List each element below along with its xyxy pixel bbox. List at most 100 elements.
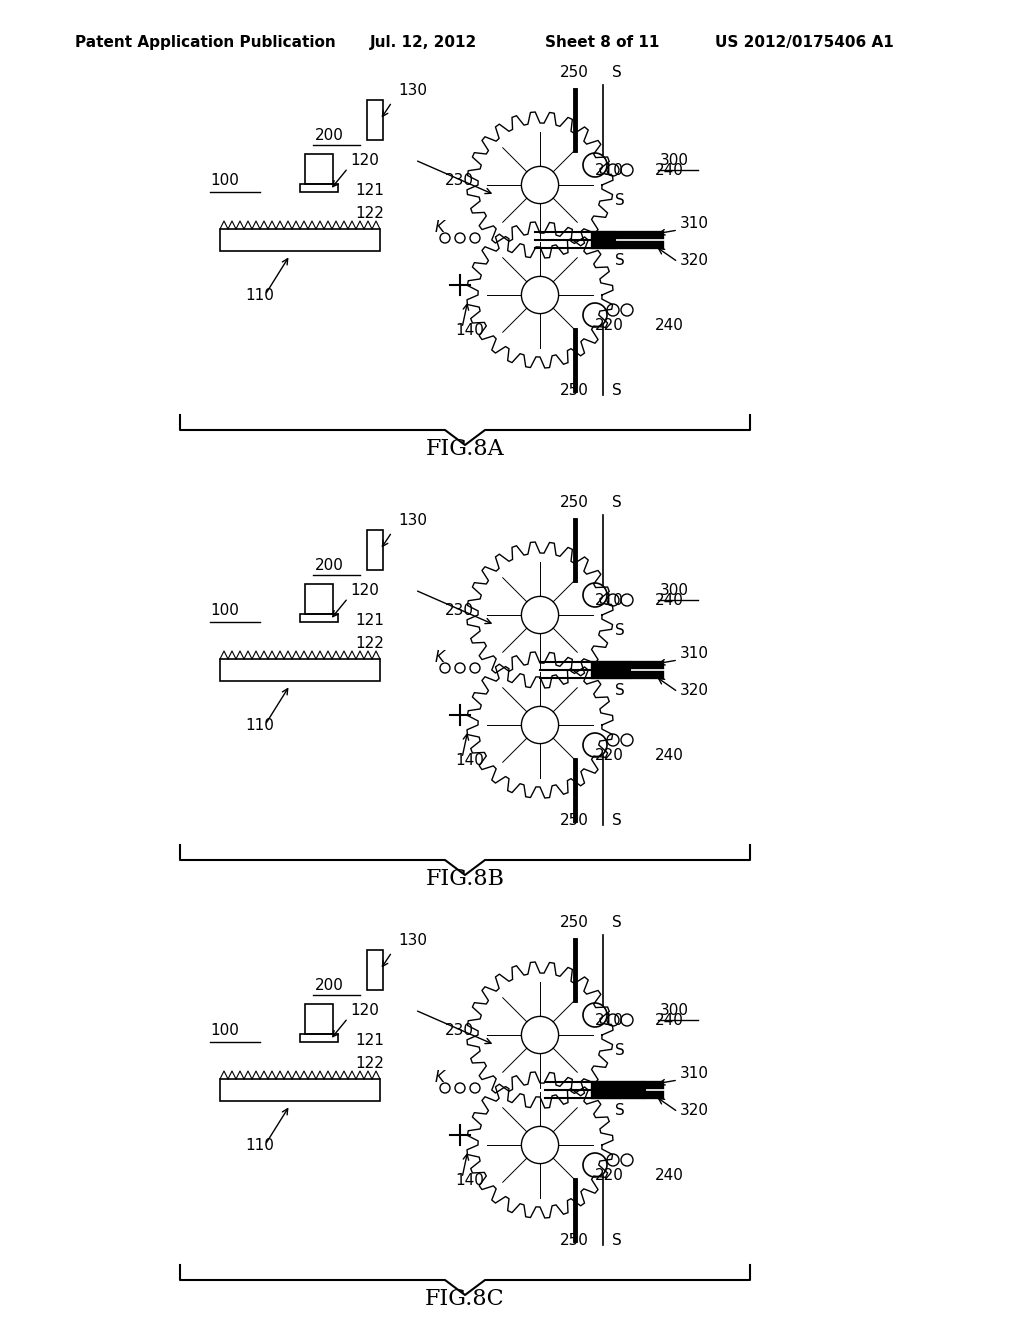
Circle shape bbox=[521, 276, 559, 314]
Circle shape bbox=[607, 1014, 618, 1026]
Text: 120: 120 bbox=[350, 1003, 379, 1018]
Text: 122: 122 bbox=[355, 206, 384, 220]
Text: 100: 100 bbox=[210, 1023, 239, 1038]
Bar bbox=[300, 1034, 338, 1041]
Text: 240: 240 bbox=[655, 1012, 684, 1028]
Circle shape bbox=[621, 1154, 633, 1166]
Circle shape bbox=[583, 1152, 607, 1177]
Text: 300: 300 bbox=[660, 1003, 689, 1018]
Text: FIG.8C: FIG.8C bbox=[425, 1288, 505, 1309]
Circle shape bbox=[583, 304, 607, 327]
Text: 140: 140 bbox=[455, 1173, 484, 1188]
Circle shape bbox=[583, 1003, 607, 1027]
Bar bbox=[305, 583, 333, 614]
Text: 100: 100 bbox=[210, 603, 239, 618]
Text: 300: 300 bbox=[660, 583, 689, 598]
Text: S: S bbox=[612, 1233, 622, 1247]
Circle shape bbox=[583, 583, 607, 607]
Text: 200: 200 bbox=[315, 128, 344, 143]
Circle shape bbox=[583, 733, 607, 756]
Text: 300: 300 bbox=[660, 153, 689, 168]
Text: 121: 121 bbox=[355, 612, 384, 628]
Text: S: S bbox=[612, 813, 622, 828]
Text: 210: 210 bbox=[595, 1012, 624, 1028]
Circle shape bbox=[621, 164, 633, 176]
Text: 140: 140 bbox=[455, 752, 484, 768]
Text: 120: 120 bbox=[350, 583, 379, 598]
Text: 210: 210 bbox=[595, 162, 624, 178]
Text: 120: 120 bbox=[350, 153, 379, 168]
Text: 320: 320 bbox=[680, 1104, 709, 1118]
Circle shape bbox=[621, 1014, 633, 1026]
Text: 220: 220 bbox=[595, 1168, 624, 1183]
Circle shape bbox=[470, 1082, 480, 1093]
Text: FIG.8A: FIG.8A bbox=[426, 438, 504, 459]
Text: 240: 240 bbox=[655, 318, 684, 333]
Text: S: S bbox=[615, 1104, 625, 1118]
Text: 250: 250 bbox=[560, 495, 589, 510]
Circle shape bbox=[455, 1082, 465, 1093]
Circle shape bbox=[521, 706, 559, 743]
Bar bbox=[305, 154, 333, 183]
Text: 210: 210 bbox=[595, 593, 624, 609]
Bar bbox=[305, 1005, 333, 1034]
Bar bbox=[220, 659, 380, 681]
Bar bbox=[220, 228, 380, 251]
Circle shape bbox=[583, 153, 607, 177]
Circle shape bbox=[621, 734, 633, 746]
Text: Patent Application Publication: Patent Application Publication bbox=[75, 36, 336, 50]
Text: 130: 130 bbox=[398, 933, 427, 948]
Text: 250: 250 bbox=[560, 1233, 589, 1247]
Text: 320: 320 bbox=[680, 253, 709, 268]
Text: 230: 230 bbox=[445, 603, 474, 618]
Bar bbox=[367, 950, 383, 990]
Text: S: S bbox=[612, 65, 622, 81]
Text: 110: 110 bbox=[245, 718, 273, 733]
Text: S: S bbox=[612, 383, 622, 399]
Text: 130: 130 bbox=[398, 513, 427, 528]
Circle shape bbox=[455, 234, 465, 243]
Circle shape bbox=[455, 663, 465, 673]
Circle shape bbox=[607, 734, 618, 746]
Circle shape bbox=[607, 1154, 618, 1166]
Text: 140: 140 bbox=[455, 323, 484, 338]
Text: 310: 310 bbox=[680, 216, 709, 231]
Text: K: K bbox=[435, 1071, 445, 1085]
Text: 250: 250 bbox=[560, 915, 589, 931]
Circle shape bbox=[440, 234, 450, 243]
Text: 240: 240 bbox=[655, 593, 684, 609]
Text: S: S bbox=[612, 915, 622, 931]
Text: S: S bbox=[612, 495, 622, 510]
Text: 240: 240 bbox=[655, 1168, 684, 1183]
Text: Jul. 12, 2012: Jul. 12, 2012 bbox=[370, 36, 477, 50]
Text: 200: 200 bbox=[315, 558, 344, 573]
Bar bbox=[300, 614, 338, 622]
Text: 240: 240 bbox=[655, 748, 684, 763]
Text: 250: 250 bbox=[560, 383, 589, 399]
Text: 110: 110 bbox=[245, 288, 273, 304]
Text: 240: 240 bbox=[655, 162, 684, 178]
Text: K: K bbox=[435, 649, 445, 665]
Text: Sheet 8 of 11: Sheet 8 of 11 bbox=[545, 36, 659, 50]
Text: 200: 200 bbox=[315, 978, 344, 993]
Text: S: S bbox=[615, 253, 625, 268]
Text: 121: 121 bbox=[355, 183, 384, 198]
Text: S: S bbox=[615, 193, 625, 209]
Circle shape bbox=[607, 164, 618, 176]
Text: 130: 130 bbox=[398, 83, 427, 98]
Bar bbox=[220, 1078, 380, 1101]
Circle shape bbox=[440, 1082, 450, 1093]
Text: 220: 220 bbox=[595, 318, 624, 333]
Text: 230: 230 bbox=[445, 173, 474, 187]
Text: FIG.8B: FIG.8B bbox=[426, 869, 505, 890]
Circle shape bbox=[470, 663, 480, 673]
Text: 310: 310 bbox=[680, 645, 709, 661]
Text: 100: 100 bbox=[210, 173, 239, 187]
Circle shape bbox=[521, 1016, 559, 1053]
Circle shape bbox=[440, 663, 450, 673]
Bar bbox=[367, 531, 383, 570]
Circle shape bbox=[521, 166, 559, 203]
Circle shape bbox=[621, 594, 633, 606]
Text: 220: 220 bbox=[595, 748, 624, 763]
Bar bbox=[367, 100, 383, 140]
